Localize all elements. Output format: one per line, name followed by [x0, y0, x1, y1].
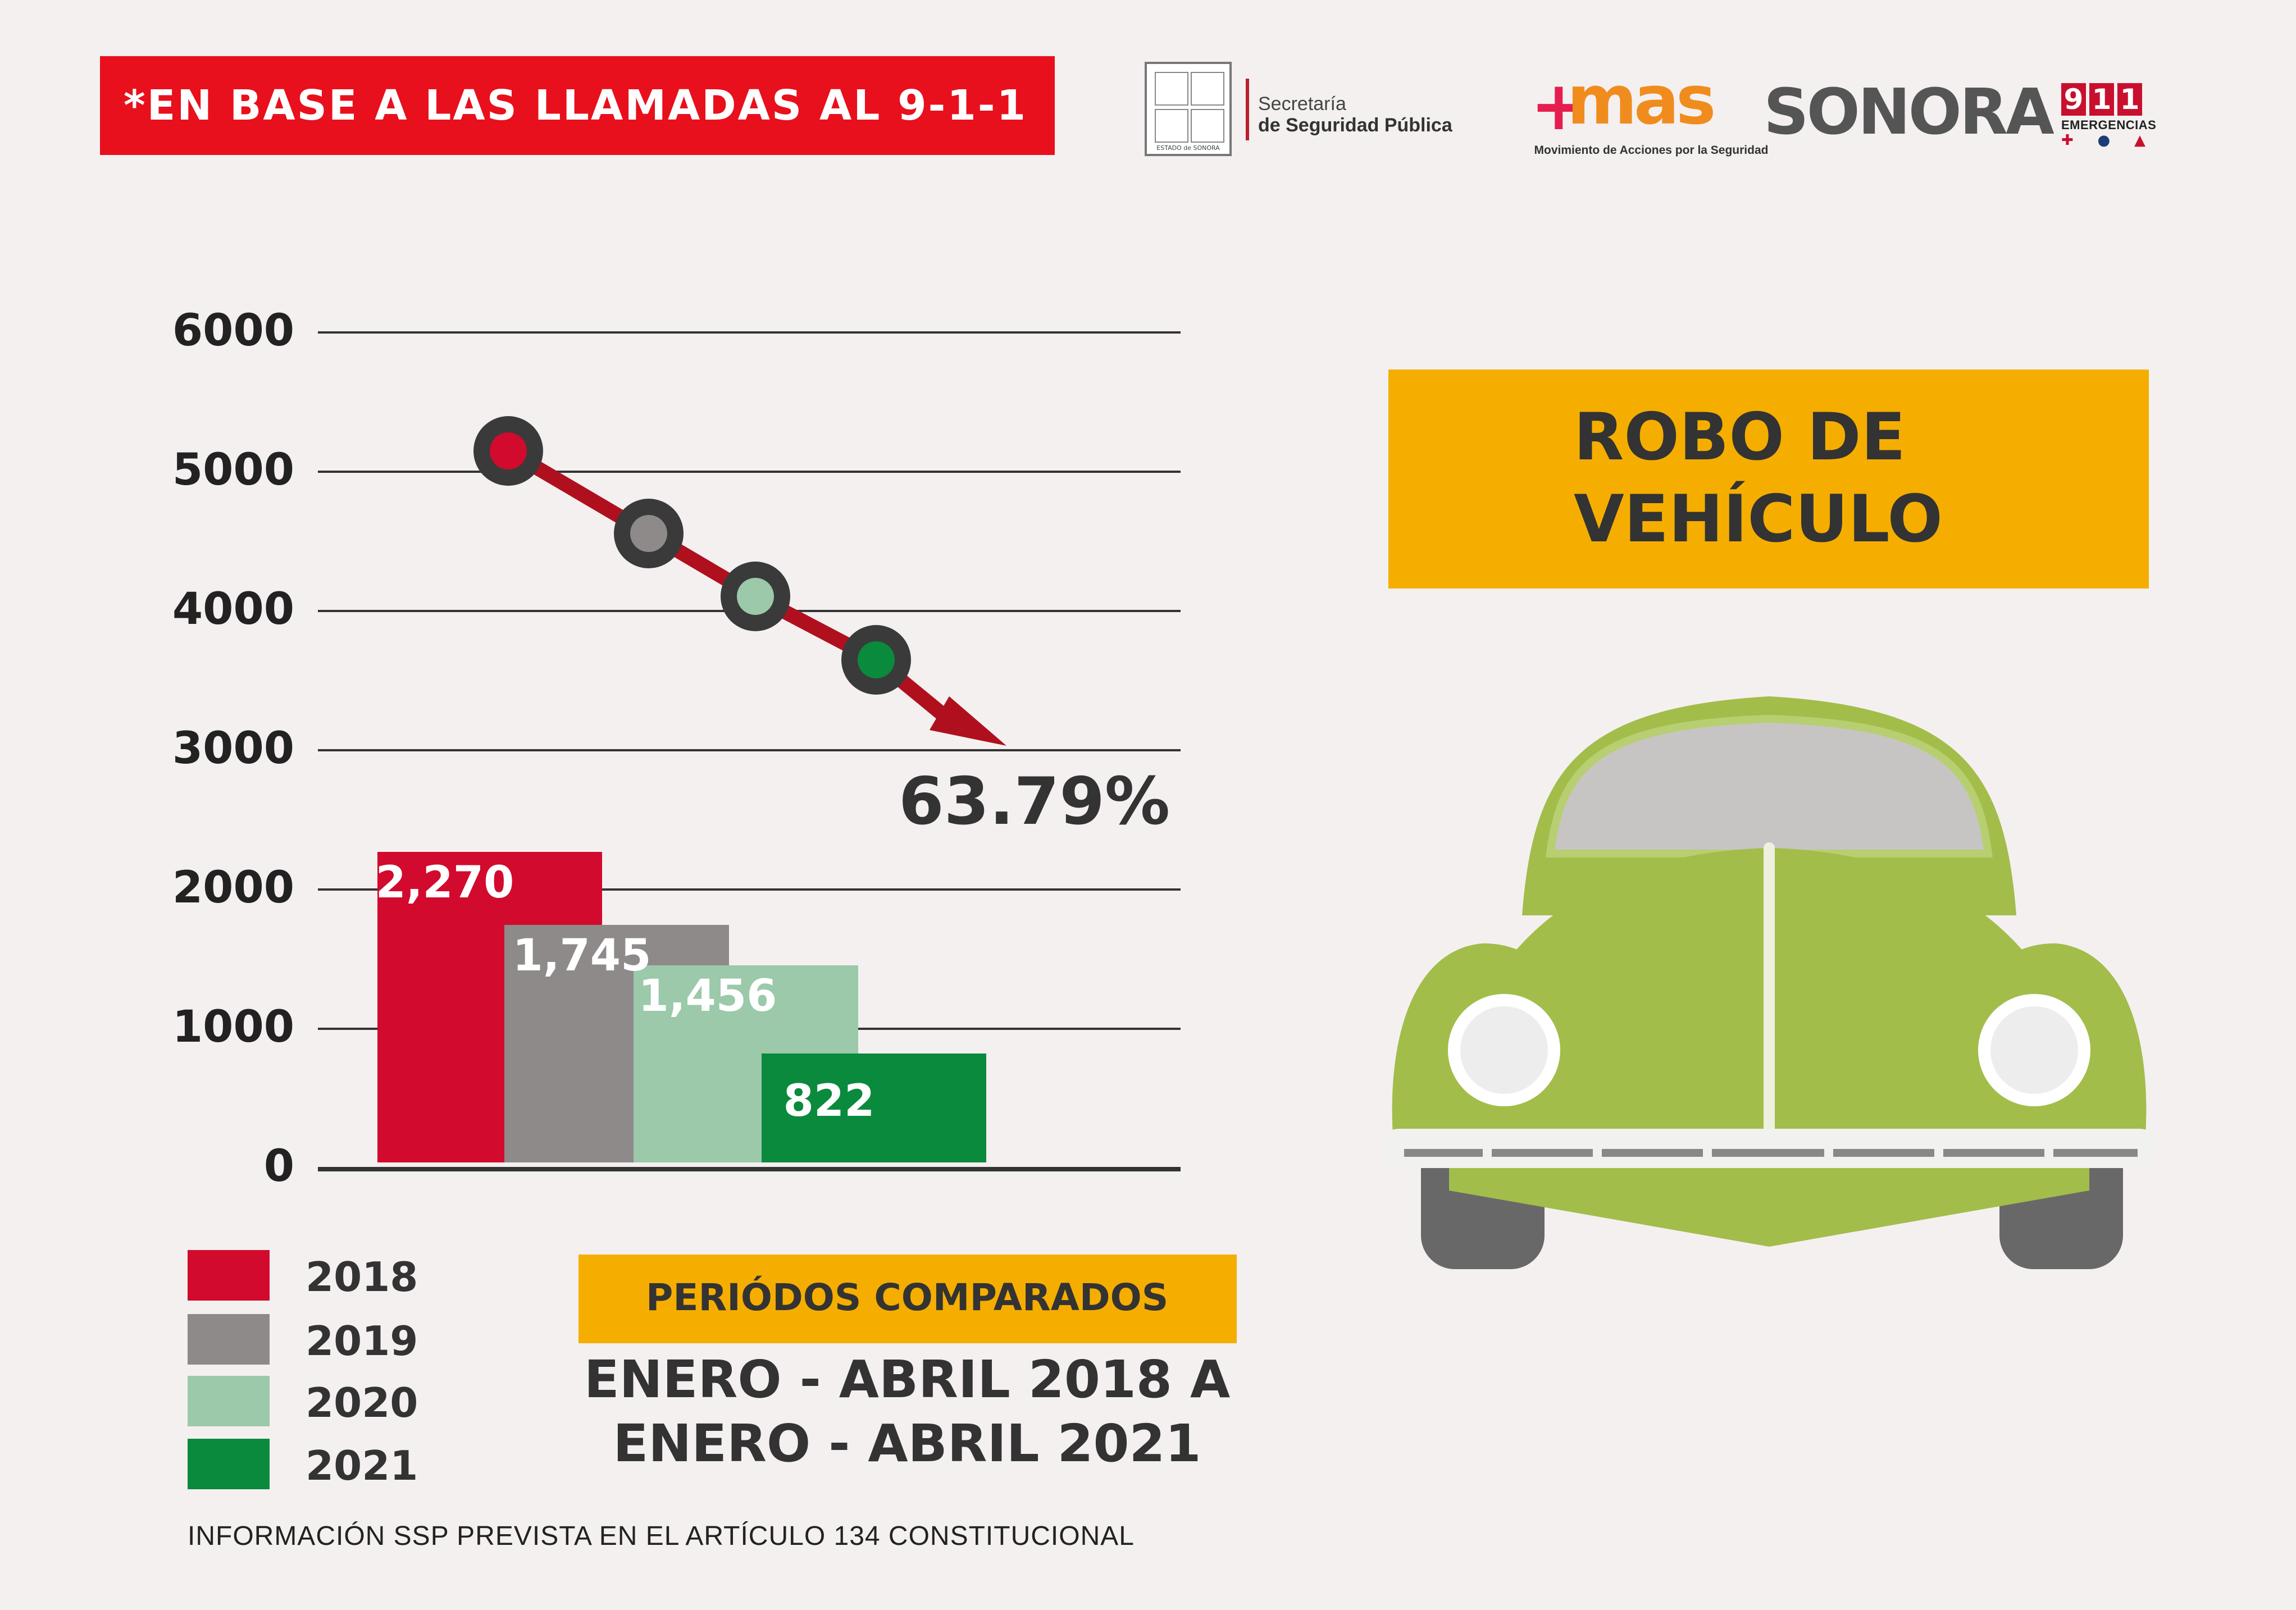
legend-label: 2018: [306, 1253, 418, 1301]
secretaria-line2: de Seguridad Pública: [1258, 115, 1452, 136]
trend-arrowhead: [930, 696, 1006, 746]
y-tick-label: 6000: [172, 305, 294, 356]
y-tick-label: 0: [263, 1141, 294, 1192]
y-tick-label: 5000: [172, 445, 294, 495]
y-tick-label: 4000: [172, 584, 294, 635]
legend-swatch-2020: [188, 1376, 270, 1426]
title-line2: VEHÍCULO: [1574, 481, 1943, 557]
mas-subtitle: Movimiento de Acciones por la Seguridad: [1534, 144, 1769, 157]
state-seal-caption: ESTADO de SONORA: [1156, 144, 1220, 152]
cross-icon: ✚: [2061, 132, 2074, 149]
top-banner: *EN BASE A LAS LLAMADAS AL 9-1-1: [100, 56, 1055, 155]
gridline: [318, 331, 1181, 334]
periods-heading: PERIÓDOS COMPARADOS: [646, 1276, 1169, 1319]
car-bumper-slot: [1943, 1149, 2044, 1157]
car-hood-line: [1764, 842, 1775, 1134]
trend-marker-2021: [858, 641, 895, 678]
e911-label: EMERGENCIAS: [2061, 118, 2157, 132]
gridline: [318, 749, 1181, 751]
secretaria-divider: [1246, 79, 1249, 140]
y-tick-label: 1000: [172, 1002, 294, 1052]
legend-label: 2020: [306, 1379, 418, 1426]
legend-item-2021: 2021: [188, 1439, 418, 1489]
legend-label: 2019: [306, 1317, 418, 1365]
periods-range-line2: ENERO - ABRIL 2021: [613, 1413, 1201, 1474]
car-bumper: [1382, 1129, 2157, 1168]
bar-value-label: 1,745: [512, 931, 652, 982]
e911-digit: 1: [2117, 83, 2142, 116]
legend-swatch-2021: [188, 1439, 270, 1489]
emergencias-911-logo: 9 1 1 EMERGENCIAS ✚ ● ▲: [2061, 83, 2157, 149]
car-illustration: [1382, 696, 2157, 1269]
mas-plus-icon: +: [1530, 67, 1587, 145]
legend-swatch-2018: [188, 1250, 270, 1301]
legend-swatch-2019: [188, 1314, 270, 1365]
fire-icon: ▲: [2134, 132, 2145, 149]
car-bumper-slot: [2053, 1149, 2138, 1157]
periods-range-line1: ENERO - ABRIL 2018 A: [584, 1349, 1231, 1410]
periods-range: ENERO - ABRIL 2018 A ENERO - ABRIL 2021: [562, 1348, 1252, 1476]
banner-text: *EN BASE A LAS LLAMADAS AL 9-1-1: [124, 81, 1028, 130]
y-tick-label: 3000: [172, 723, 294, 774]
car-windshield-trim: [1546, 714, 1993, 858]
sonora-logo: SONORA: [1764, 76, 2054, 149]
trend-marker-2019: [630, 515, 667, 552]
title-line1: ROBO DE: [1574, 399, 1906, 475]
legend-item-2019: 2019: [188, 1314, 418, 1365]
car-windshield: [1550, 719, 1988, 854]
car-bumper-slot: [1602, 1149, 1703, 1157]
bar-value-label: 2,270: [375, 858, 514, 909]
bar-value-label: 822: [783, 1076, 875, 1127]
car-headlight-left-inner: [1460, 1006, 1548, 1094]
logo-strip: ESTADO de SONORA Secretaría de Seguridad…: [1140, 62, 2185, 174]
e911-digit: 1: [2089, 83, 2114, 116]
footnote: INFORMACIÓN SSP PREVISTA EN EL ARTÍCULO …: [188, 1521, 1135, 1551]
legend-item-2018: 2018: [188, 1250, 418, 1301]
police-icon: ●: [2097, 132, 2111, 149]
chart-baseline: [318, 1167, 1181, 1171]
car-bumper-slot: [1492, 1149, 1593, 1157]
periods-heading-box: PERIÓDOS COMPARADOS: [578, 1255, 1237, 1343]
secretaria-logo: Secretaría de Seguridad Pública: [1258, 93, 1452, 136]
legend-item-2020: 2020: [188, 1376, 418, 1426]
bar-value-label: 1,456: [638, 970, 777, 1021]
gridline: [318, 888, 1181, 891]
percent-change-label: 63.79%: [899, 764, 1170, 840]
trend-marker-2018: [490, 432, 527, 469]
secretaria-line1: Secretaría: [1258, 93, 1346, 115]
state-seal-logo: ESTADO de SONORA: [1145, 62, 1232, 156]
title-box: ROBO DE VEHÍCULO: [1388, 370, 2149, 589]
gridline: [318, 471, 1181, 473]
trend-marker-2020: [737, 578, 774, 615]
e911-digit: 9: [2061, 83, 2086, 116]
legend-label: 2021: [306, 1442, 418, 1489]
car-headlight-right-inner: [1990, 1006, 2078, 1094]
car-bumper-slot: [1833, 1149, 1934, 1157]
bar-2021: [762, 1053, 986, 1162]
y-tick-label: 2000: [172, 863, 294, 913]
car-bumper-slot: [1712, 1149, 1824, 1157]
car-bumper-slot: [1404, 1149, 1483, 1157]
mas-logo: mas: [1567, 62, 1716, 140]
